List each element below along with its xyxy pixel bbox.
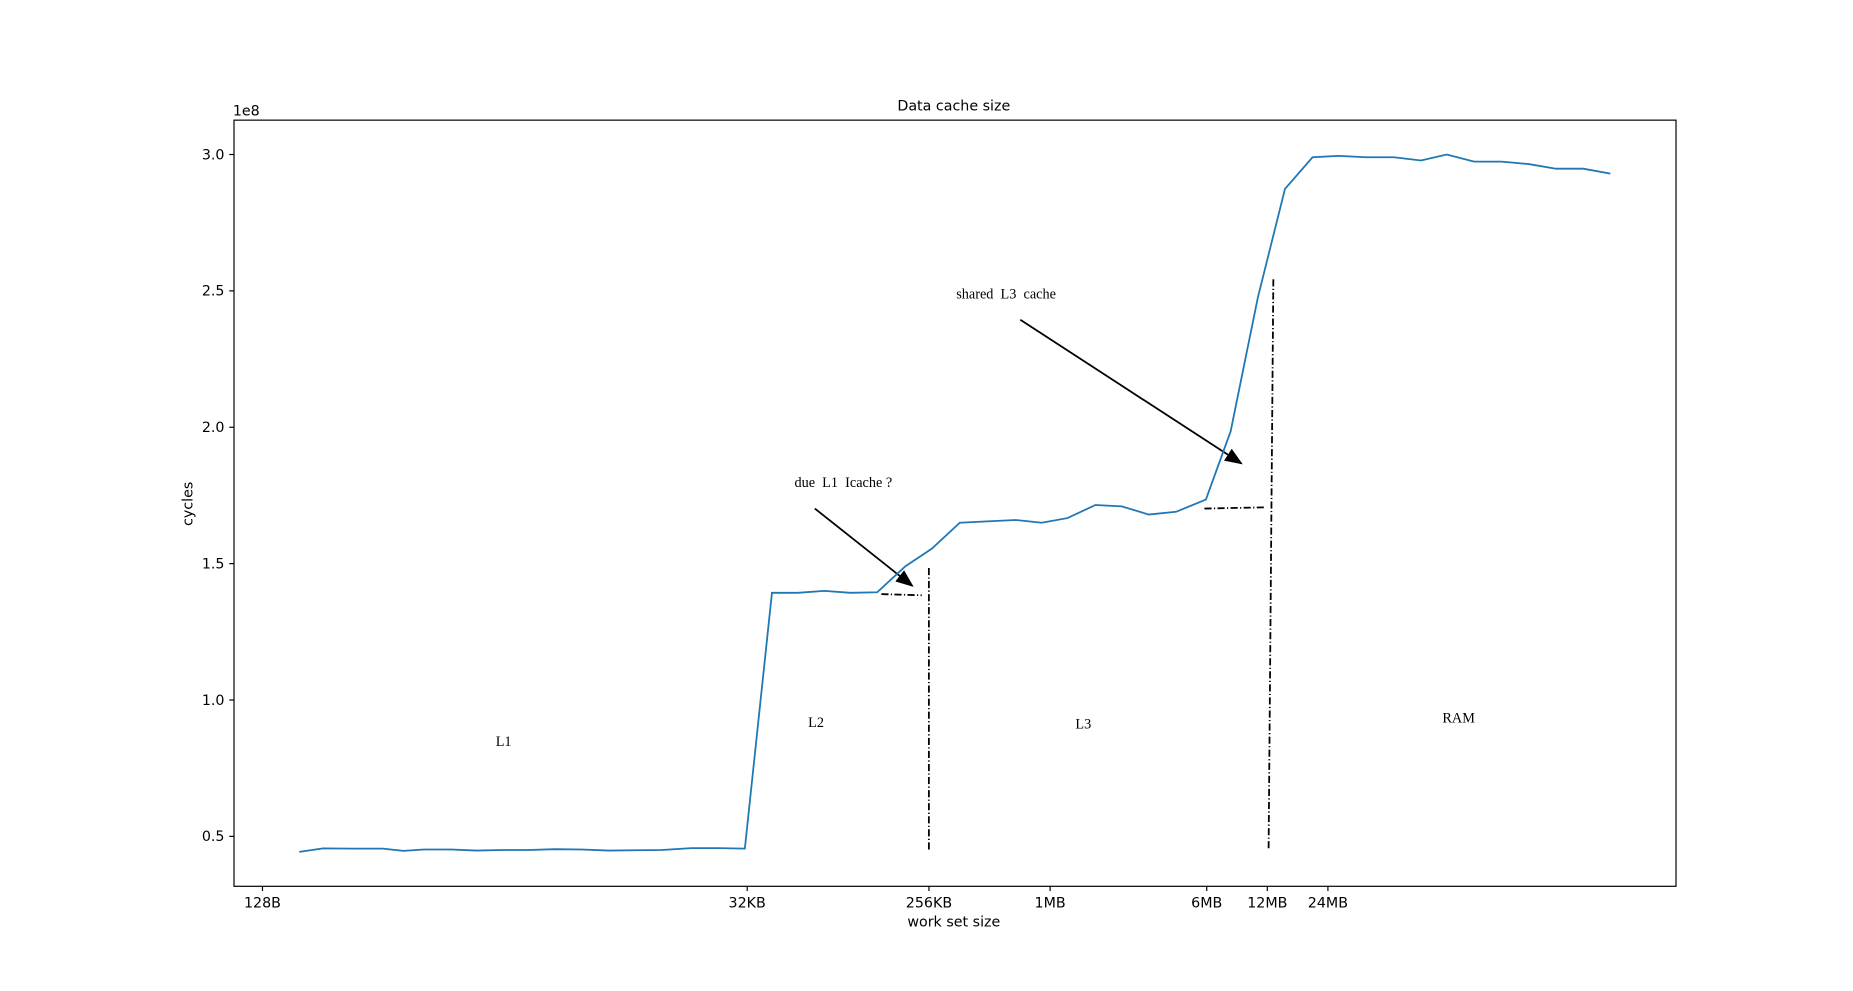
guide-line — [881, 593, 922, 597]
y-offset-label: 1e8 — [233, 103, 260, 119]
x-tick-label: 256KB — [906, 896, 952, 912]
y-tick-label: 2.0 — [202, 420, 225, 436]
x-tick-label: 24MB — [1308, 896, 1348, 912]
x-tick-label: 6MB — [1191, 896, 1222, 912]
annotation: L2 — [808, 715, 824, 731]
x-tick-label: 12MB — [1247, 896, 1287, 912]
chart-title: Data cache size — [897, 99, 1010, 115]
x-axis-title: work set size — [907, 915, 1000, 931]
annotation-arrow — [814, 507, 914, 587]
data-line — [299, 153, 1611, 853]
y-tick-label: 0.5 — [202, 829, 225, 845]
x-tick-label: 1MB — [1035, 896, 1066, 912]
annotation: L3 — [1075, 716, 1091, 732]
annotation-arrow — [1019, 318, 1243, 465]
annotation-guides — [881, 279, 1275, 850]
plot-frame — [233, 119, 1677, 887]
y-tick-label: 1.5 — [202, 556, 225, 572]
guide-line — [1204, 506, 1264, 510]
y-tick-label: 1.0 — [202, 693, 225, 709]
x-tick-label: 128B — [244, 896, 281, 912]
guide-line — [1267, 279, 1275, 850]
annotation: RAM — [1442, 710, 1475, 726]
annotation: L1 — [496, 734, 512, 750]
annotation: shared L3 cache — [956, 286, 1056, 302]
y-axis-title: cycles — [180, 482, 196, 526]
x-tick-label: 32KB — [729, 896, 766, 912]
y-tick-label: 3.0 — [202, 147, 225, 163]
y-tick-label: 2.5 — [202, 284, 225, 300]
annotation: due L1 Icache ? — [794, 475, 892, 491]
